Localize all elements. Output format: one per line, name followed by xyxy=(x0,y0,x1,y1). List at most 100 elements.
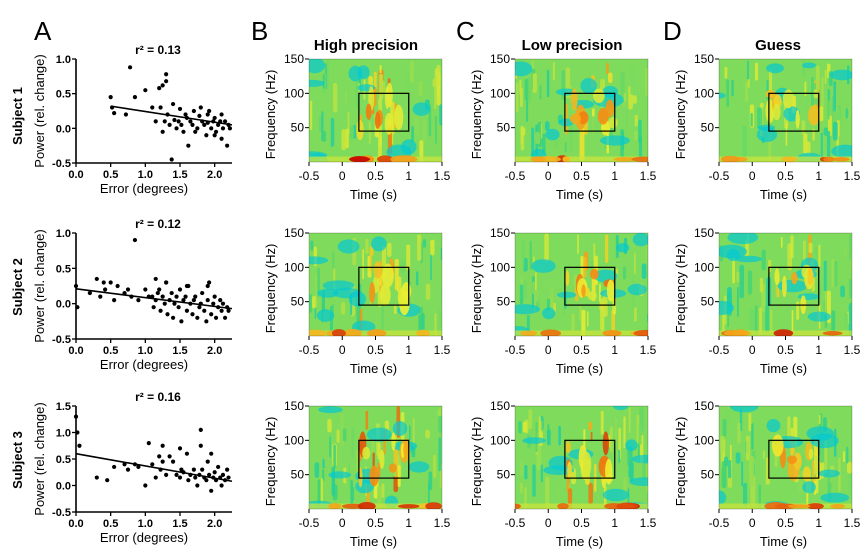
power-streak xyxy=(647,259,648,290)
low-power-patch xyxy=(309,79,325,87)
low-freq-band xyxy=(515,330,648,336)
data-point xyxy=(218,298,223,303)
y-tick-label: -0.5 xyxy=(52,334,71,346)
power-streak xyxy=(540,123,543,139)
x-tick-label: 1.0 xyxy=(138,169,153,181)
data-point xyxy=(157,86,162,91)
data-point xyxy=(157,454,162,459)
power-streak xyxy=(819,106,824,122)
power-streak xyxy=(581,309,586,336)
y-tick-label: 1.0 xyxy=(56,228,71,240)
roi-box xyxy=(358,266,410,306)
data-point xyxy=(143,483,148,488)
roi-box xyxy=(768,266,820,306)
power-streak xyxy=(515,82,519,113)
y-tick-label: 0.0 xyxy=(56,299,71,311)
y-tick-label: 50 xyxy=(291,468,305,482)
data-point xyxy=(75,430,80,435)
data-point xyxy=(195,126,200,131)
low-freq-blob xyxy=(416,329,430,336)
low-freq-blob xyxy=(773,329,794,336)
power-streak xyxy=(746,435,751,461)
power-streak xyxy=(362,249,365,280)
power-streak xyxy=(737,468,742,496)
x-axis-label: Time (s) xyxy=(760,361,807,376)
data-point xyxy=(213,315,219,320)
low-power-patch xyxy=(318,406,343,414)
low-freq-blob xyxy=(357,502,376,509)
power-streak xyxy=(600,410,604,435)
power-streak xyxy=(848,468,852,496)
r-squared-annotation: r² = 0.13 xyxy=(135,43,181,57)
power-streak xyxy=(791,309,794,336)
power-streak xyxy=(632,95,637,104)
x-axis-label: Error (degrees) xyxy=(100,357,188,372)
low-freq-blob xyxy=(602,330,622,336)
roi-box xyxy=(564,439,616,479)
power-streak xyxy=(425,429,430,439)
power-streak xyxy=(397,465,401,488)
x-tick-label: 1 xyxy=(815,169,822,183)
power-streak xyxy=(798,470,802,493)
power-streak xyxy=(532,464,536,497)
power-streak xyxy=(785,123,788,146)
scatter-panel-3: -0.50.00.51.01.50.0 0.5 1.0 1.5 2.0r² = 0.16… xyxy=(32,390,233,545)
data-point xyxy=(181,298,186,303)
roi-power-blob xyxy=(565,270,570,287)
power-streak xyxy=(758,484,761,509)
subject-label-1: Subject 1 xyxy=(10,87,25,145)
data-point xyxy=(167,454,172,459)
power-streak xyxy=(368,121,371,144)
low-power-patch xyxy=(719,490,727,505)
power-streak xyxy=(341,129,346,151)
x-tick-label: 0 xyxy=(545,516,552,530)
data-point xyxy=(179,122,184,127)
power-streak xyxy=(527,77,531,104)
power-streak xyxy=(394,65,397,76)
data-point xyxy=(226,475,231,480)
power-streak xyxy=(820,132,823,158)
data-point xyxy=(75,305,80,310)
data-point xyxy=(177,287,183,292)
x-tick-label: -0.5 xyxy=(299,516,320,530)
column-title-high-precision: High precision xyxy=(314,37,418,54)
x-tick-label: 0.5 xyxy=(103,169,118,181)
data-point xyxy=(202,122,207,127)
y-tick-label: 150 xyxy=(694,226,714,240)
power-streak xyxy=(365,238,369,254)
y-tick-label: 50 xyxy=(497,121,511,135)
x-tick-label: 0.5 xyxy=(103,345,118,357)
low-power-patch xyxy=(830,69,852,81)
x-tick-label: -0.5 xyxy=(505,169,526,183)
power-streak xyxy=(411,126,414,143)
power-streak xyxy=(765,305,770,333)
power-streak xyxy=(747,60,749,81)
data-point xyxy=(225,143,230,148)
y-tick-label: 150 xyxy=(490,52,510,66)
low-power-patch xyxy=(807,311,832,322)
power-streak xyxy=(441,290,442,299)
power-streak xyxy=(591,108,595,117)
power-streak xyxy=(814,455,819,475)
low-freq-band xyxy=(515,156,648,162)
x-tick-label: 1.5 xyxy=(172,169,187,181)
power-streak xyxy=(849,234,851,261)
y-tick-label: 150 xyxy=(694,399,714,413)
x-tick-label: 1.0 xyxy=(138,518,153,530)
y-tick-label: 50 xyxy=(701,295,715,309)
low-power-patch xyxy=(719,92,726,99)
power-streak xyxy=(564,141,567,153)
data-point xyxy=(227,126,233,131)
data-point xyxy=(219,136,224,141)
roi-box xyxy=(564,266,616,306)
power-streak xyxy=(598,283,601,303)
data-point xyxy=(212,294,217,299)
power-streak xyxy=(310,100,313,131)
data-point xyxy=(108,95,113,100)
low-freq-blob xyxy=(557,503,569,509)
x-tick-label: 0.5 xyxy=(367,516,384,530)
roi-power-blob xyxy=(374,111,381,130)
power-streak xyxy=(815,65,820,91)
power-streak xyxy=(428,482,430,506)
low-power-patch xyxy=(515,61,533,77)
